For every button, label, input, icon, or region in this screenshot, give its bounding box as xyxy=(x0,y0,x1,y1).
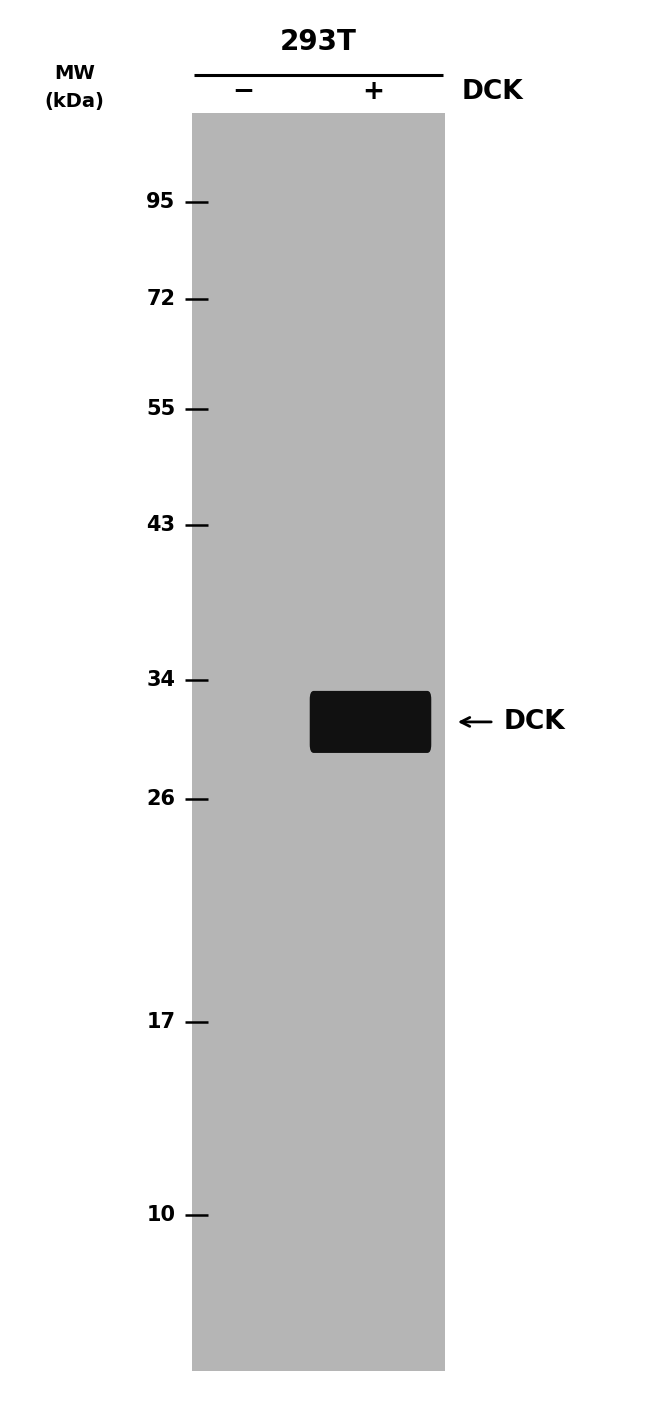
Text: (kDa): (kDa) xyxy=(45,92,105,111)
Bar xyxy=(192,113,445,1371)
Text: +: + xyxy=(363,79,385,104)
Text: 43: 43 xyxy=(146,515,176,534)
Text: 17: 17 xyxy=(146,1012,176,1032)
Text: 293T: 293T xyxy=(280,28,357,56)
FancyBboxPatch shape xyxy=(309,691,432,753)
Text: 34: 34 xyxy=(146,670,176,689)
Text: 95: 95 xyxy=(146,192,176,212)
Text: 55: 55 xyxy=(146,399,176,419)
Text: 10: 10 xyxy=(146,1206,176,1225)
Text: DCK: DCK xyxy=(504,709,566,735)
Text: DCK: DCK xyxy=(462,79,523,104)
Text: −: − xyxy=(233,79,255,104)
Text: MW: MW xyxy=(55,63,95,83)
Text: 26: 26 xyxy=(146,790,176,809)
Text: 72: 72 xyxy=(146,289,176,309)
